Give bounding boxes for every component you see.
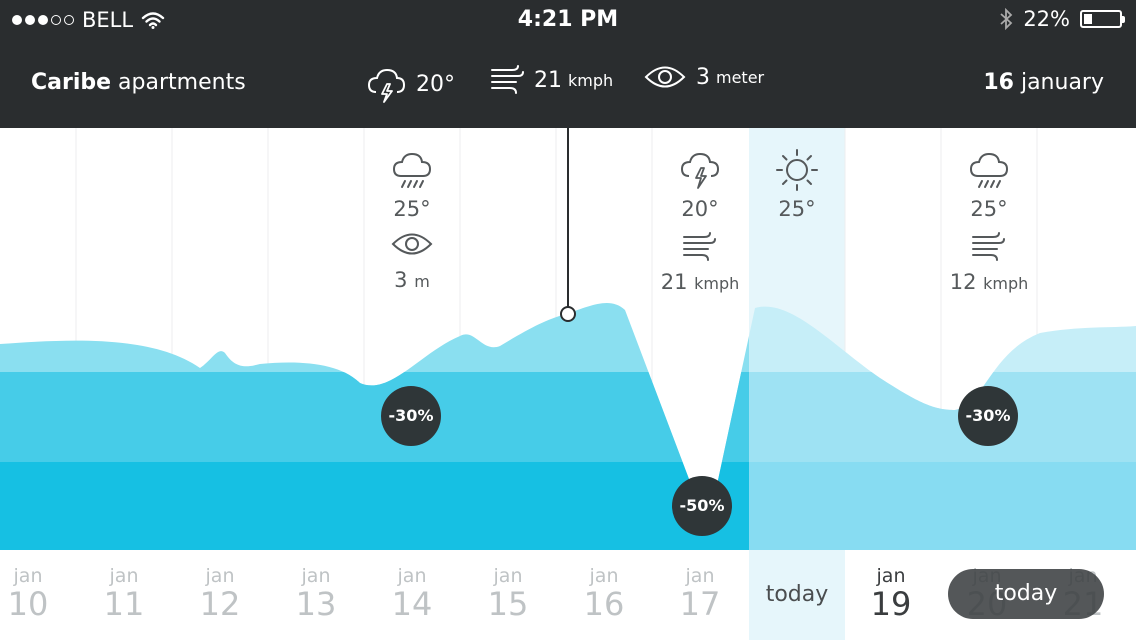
forecast-temp: 25° — [778, 197, 816, 221]
day-month: jan — [205, 565, 235, 587]
header-wind-unit: kmph — [568, 70, 614, 90]
forecast-jan17: 20° 21 kmph — [652, 148, 748, 294]
day-jan14[interactable]: jan 14 — [364, 550, 460, 640]
percent-badge-jan20[interactable]: -30% — [958, 386, 1018, 446]
day-month: jan — [397, 565, 427, 587]
day-month: jan — [876, 565, 906, 587]
day-jan13[interactable]: jan 13 — [268, 550, 364, 640]
day-number: 10 — [7, 585, 49, 623]
status-bar: BELL 4:21 PM 22% — [0, 0, 1136, 40]
current-date: 16 january — [983, 70, 1104, 95]
carrier-name: BELL — [82, 8, 134, 32]
forecast-jan14: 25° 3 m — [364, 148, 460, 292]
signal-strength-icon — [12, 15, 74, 25]
header-wind: 21 kmph — [490, 64, 613, 96]
rain-cloud-icon — [969, 152, 1009, 188]
day-jan19[interactable]: jan 19 — [843, 550, 939, 640]
forecast-chart — [0, 128, 1136, 550]
forecast-detail-value: 12 — [949, 270, 977, 294]
eye-icon — [644, 66, 686, 88]
forecast-jan18: 25° — [749, 148, 845, 221]
day-jan17[interactable]: jan 17 — [652, 550, 748, 640]
day-jan15[interactable]: jan 15 — [460, 550, 556, 640]
wind-icon — [972, 232, 1005, 261]
forecast-temp: 25° — [970, 197, 1008, 221]
forecast-temp: 20° — [681, 197, 719, 221]
wind-icon — [683, 232, 716, 261]
location-type: apartments — [111, 70, 246, 95]
today-button[interactable]: today — [948, 569, 1104, 619]
carrier-info: BELL — [12, 8, 165, 32]
battery-info: 22% — [999, 7, 1125, 31]
day-jan10[interactable]: jan 10 — [0, 550, 76, 640]
day-number: 13 — [295, 585, 337, 623]
day-number: 16 — [583, 585, 625, 623]
day-jan12[interactable]: jan 12 — [172, 550, 268, 640]
day-month: jan — [685, 565, 715, 587]
battery-percent: 22% — [1023, 7, 1070, 31]
sun-icon — [776, 149, 818, 191]
day-month: jan — [13, 565, 43, 587]
battery-icon — [1080, 10, 1125, 28]
storm-cloud-icon — [680, 152, 720, 189]
date-month: january — [1013, 70, 1104, 95]
header-temp-value: 20° — [416, 71, 455, 97]
forecast-detail-unit: kmph — [694, 274, 740, 293]
wind-icon — [491, 65, 524, 94]
forecast-detail-value: 21 — [660, 270, 688, 294]
day-number: 17 — [679, 585, 721, 623]
today-label: today — [765, 582, 829, 607]
current-time-handle[interactable] — [560, 306, 576, 322]
forecast-jan20: 25° 12 kmph — [941, 148, 1037, 294]
forecast-detail-unit: kmph — [983, 274, 1029, 293]
day-month: jan — [109, 565, 139, 587]
header-visibility: 3 meter — [644, 64, 764, 90]
rain-cloud-icon — [392, 152, 432, 188]
percent-badge-jan14[interactable]: -30% — [381, 386, 441, 446]
forecast-detail-value: 3 — [394, 268, 408, 292]
day-number: 19 — [870, 585, 912, 623]
header-visibility-value: 3 — [696, 64, 710, 90]
location-title[interactable]: Caribe apartments — [31, 70, 246, 95]
storm-cloud-icon — [367, 68, 406, 103]
header-visibility-unit: meter — [716, 67, 765, 87]
day-month: jan — [589, 565, 619, 587]
header-wind-value: 21 — [534, 67, 562, 93]
day-month: jan — [301, 565, 331, 587]
forecast-temp: 25° — [393, 197, 431, 221]
day-number: 11 — [103, 585, 145, 623]
clock: 4:21 PM — [517, 7, 619, 32]
header-temperature: 20° — [366, 64, 455, 104]
day-today[interactable]: today — [749, 550, 845, 640]
forecast-detail: 21 kmph — [652, 270, 748, 294]
forecast-detail: 3 m — [364, 268, 460, 292]
day-number: 12 — [199, 585, 241, 623]
day-number: 14 — [391, 585, 433, 623]
day-month: jan — [493, 565, 523, 587]
day-jan11[interactable]: jan 11 — [76, 550, 172, 640]
eye-icon — [391, 233, 433, 255]
day-jan16[interactable]: jan 16 — [556, 550, 652, 640]
forecast-detail-unit: m — [414, 272, 430, 291]
header-bar: Caribe apartments 20° 21 kmph 3 meter 16… — [0, 40, 1136, 128]
day-number: 15 — [487, 585, 529, 623]
forecast-detail: 12 kmph — [941, 270, 1037, 294]
percent-badge-jan17[interactable]: -50% — [672, 476, 732, 536]
bluetooth-icon — [1000, 8, 1013, 30]
location-name: Caribe — [31, 70, 112, 95]
date-day: 16 — [983, 70, 1014, 95]
wifi-icon — [141, 12, 165, 29]
